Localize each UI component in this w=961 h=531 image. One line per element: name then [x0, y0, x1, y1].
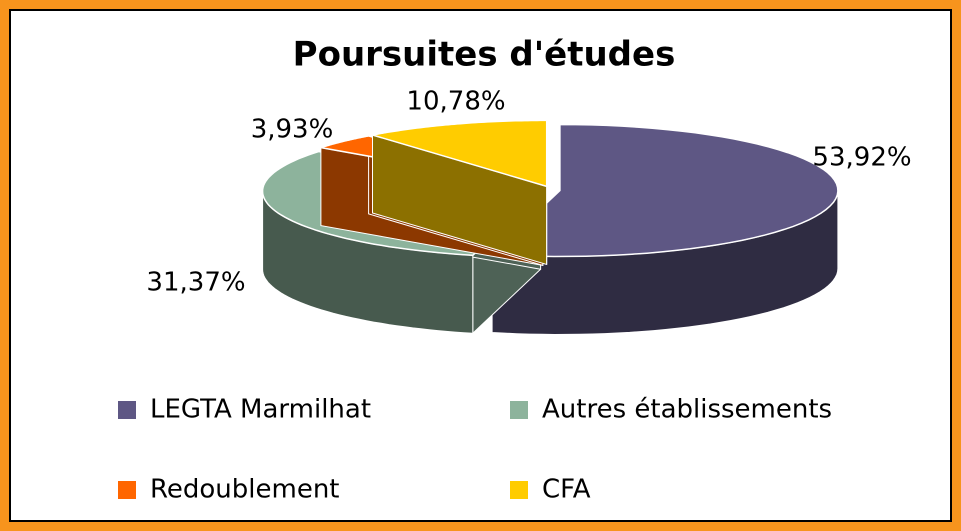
legend-label: CFA — [542, 475, 591, 505]
data-label: 3,93% — [251, 115, 334, 145]
legend-swatch — [118, 401, 136, 419]
legend-swatch — [510, 481, 528, 499]
legend-swatch — [510, 401, 528, 419]
legend-label: Autres établissements — [542, 395, 832, 425]
data-label: 10,78% — [406, 87, 505, 117]
data-label: 31,37% — [146, 268, 245, 298]
pie-slice — [372, 119, 548, 266]
slice-top — [490, 123, 839, 258]
legend-label: LEGTA Marmilhat — [150, 395, 371, 425]
legend-swatch — [118, 481, 136, 499]
data-label: 53,92% — [812, 143, 911, 173]
legend-label: Redoublement — [150, 475, 340, 505]
chart-title: Poursuites d'études — [293, 35, 676, 75]
slice-top — [372, 119, 548, 188]
